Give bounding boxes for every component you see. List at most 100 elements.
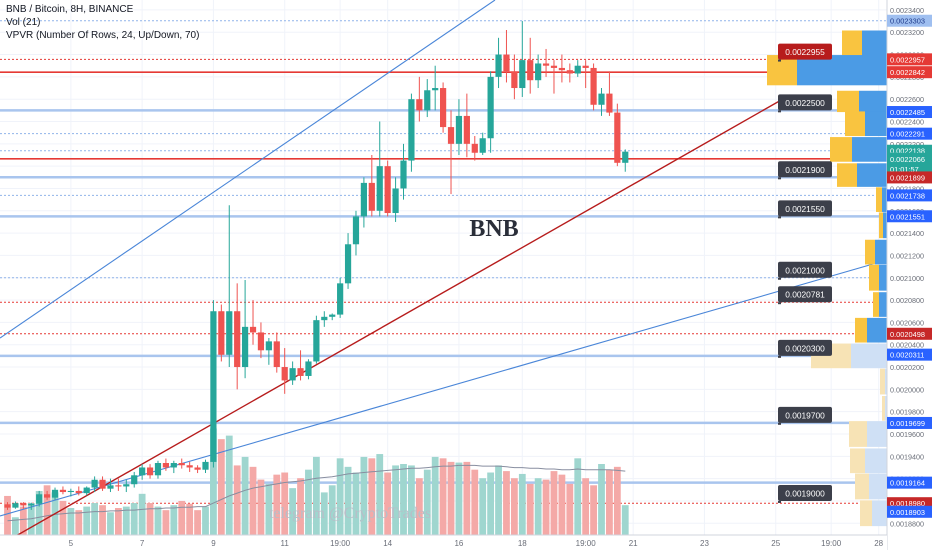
candle-body [139,467,146,476]
price-axis-tag-text: 0.0018903 [890,508,925,517]
candle-body [202,461,209,470]
time-tick-label: 28 [874,539,883,548]
price-axis-tag-text: 0.0020498 [890,330,925,339]
time-tick-label: 9 [211,539,216,548]
candle-body [511,71,518,89]
volume-bar [487,472,495,535]
volume-bar [186,503,194,535]
level-tag [778,261,832,278]
vpvr-up-volume [873,292,879,317]
volume-bar [75,510,83,535]
candle-body [416,99,423,111]
candle-body [566,70,573,74]
candle-body [107,485,114,489]
level-tag-text: 0.0019700 [785,410,825,420]
volume-bar [447,461,455,535]
candle-body [344,244,352,284]
candle-body [170,463,177,468]
candle-body [582,65,589,68]
level-tag-text: 0.0021000 [785,265,825,275]
candle-body [622,151,629,163]
candle-body [598,93,605,105]
candle-body [75,490,82,494]
volume-bar [233,465,241,535]
price-axis-tag [887,210,932,223]
time-axis[interactable]: 5 7 9 11 19:00 14 16 18 19:00 21 23 25 19:00 28 [0,534,887,550]
volume-bar [43,485,51,535]
vpvr-up-volume [837,163,857,187]
volume-bar [35,490,43,535]
volume-bar [613,466,621,535]
level-tag-text: 0.0022955 [785,47,825,57]
volume-bar [455,462,463,535]
symbol-title: BNB / Bitcoin, 8H, BINANCE [6,4,134,15]
volume-bar [495,465,502,535]
candle-body [455,115,463,144]
vpvr-up-volume [849,421,867,447]
volume-bar [574,458,582,535]
candle-body [352,216,360,245]
candle-body [178,463,185,466]
volume-bar [582,478,590,535]
candle-body [210,311,217,462]
volume-bar [19,506,27,535]
price-axis-tag-text: 0.0022291 [890,130,925,139]
vpvr-down-volume [859,90,887,113]
volume-bar [107,512,114,535]
volume-bar [99,505,106,535]
price-axis-tag [887,106,932,119]
volume-bar [518,473,526,535]
candle-body [329,314,336,317]
level-tag [778,161,832,178]
volume-bar [415,478,423,535]
volume-bar [146,503,154,535]
time-tick-label: 21 [629,539,638,548]
price-tick-label: 0.0022200 [890,140,924,149]
candle-body [67,490,74,493]
candle-body [384,166,391,214]
candle-body [115,485,122,487]
volume-bar [479,478,487,535]
vpvr-up-volume [850,448,865,474]
price-tick-label: 0.0019800 [890,408,924,417]
volume-bar [83,506,91,535]
candle-body [574,65,581,74]
volume-bar [194,510,201,535]
level-tag [778,406,832,423]
level-tag-text: 0.0020781 [785,290,825,300]
candle-body [194,467,201,470]
volume-bars [4,428,629,535]
price-axis-tag-text: 01:01:57 [890,165,919,174]
price-axis-tag-text: 0.0021551 [890,212,925,221]
price-axis-tag-text: 0.0021738 [890,191,925,200]
vpvr-down-volume [879,292,887,317]
vpvr-down-volume [867,421,887,447]
vpvr-up-volume [879,212,883,239]
vpvr-up-volume [837,90,859,113]
time-tick-label: 16 [454,539,463,548]
volume-bar [178,500,186,535]
price-axis[interactable]: 0.00234000.00232000.00230000.00228000.00… [886,0,932,550]
volume-bar [289,488,297,535]
candle-body [313,320,320,362]
vpvr-indicator-title: VPVR (Number Of Rows, 24, Up/Down, 70) [6,30,200,41]
volume-bar [542,479,550,535]
candle-body [99,479,106,489]
volume-bar [91,503,99,535]
volume-bar [273,474,281,535]
price-axis-tag [887,476,932,489]
volume-bar [336,458,344,535]
volume-bar [12,517,19,535]
volume-indicator-title: Vol (21) [6,17,41,28]
price-tick-label: 0.0020200 [890,363,924,372]
candle-body [606,93,613,113]
level-tag [778,339,832,356]
level-tag-text: 0.0020300 [785,343,825,353]
upper-channel-line [0,0,496,339]
candle-body [242,326,249,368]
candle-body [447,127,455,144]
time-tick-label: 19:00 [821,539,842,548]
vpvr-up-volume [842,30,862,57]
candle-body [558,67,565,71]
candle-body [131,475,138,485]
